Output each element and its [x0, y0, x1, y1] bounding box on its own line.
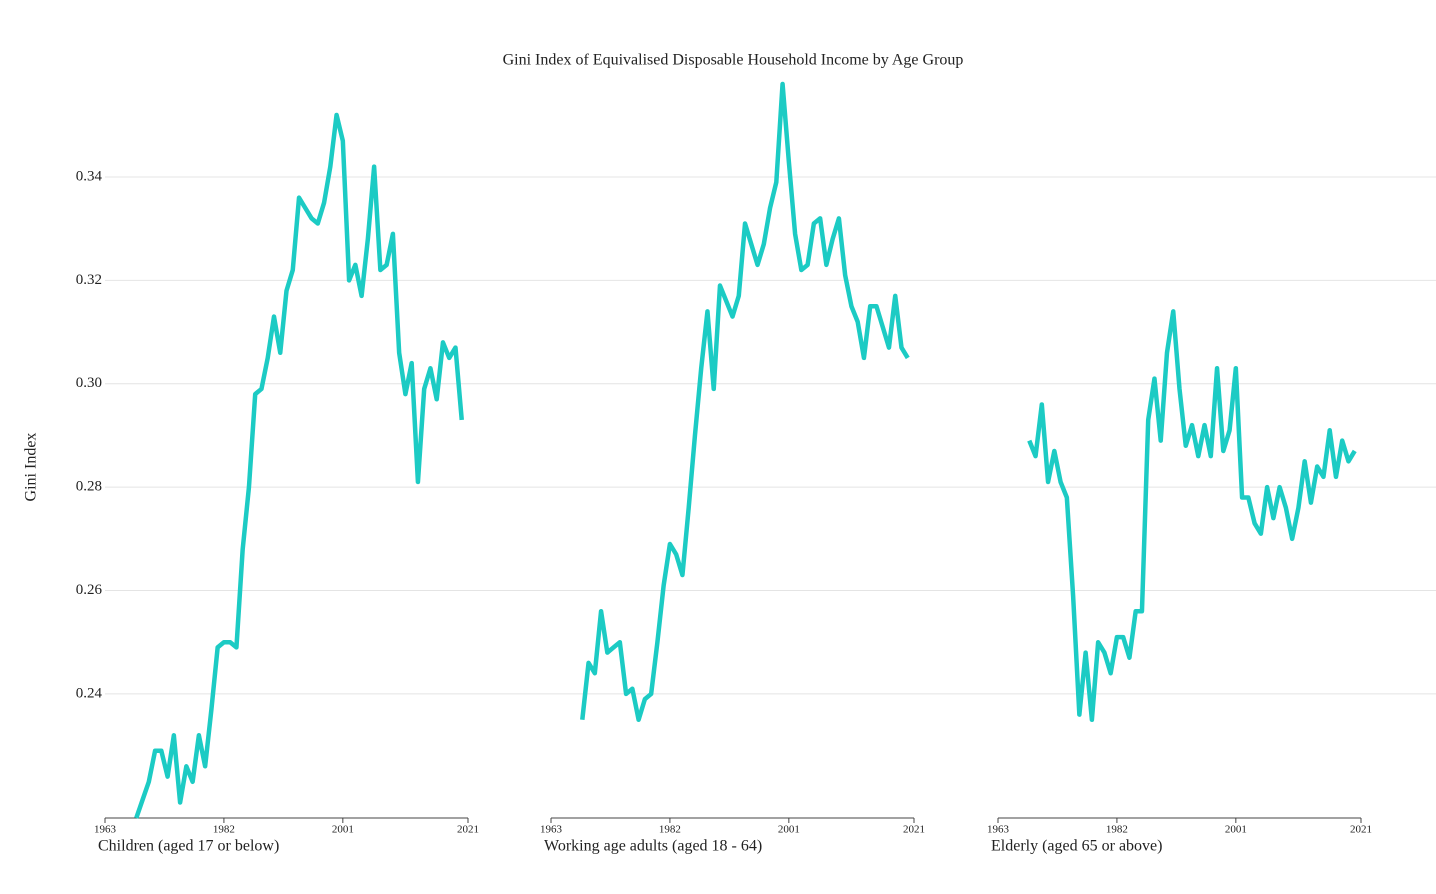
x-tick-label: 1963 [94, 824, 117, 836]
panel-label: Children (aged 17 or below) [98, 838, 279, 855]
x-tick-label: 2021 [457, 824, 479, 836]
y-tick-label: 0.26 [76, 582, 103, 598]
line-series [580, 81, 910, 723]
panel-label: Working age adults (aged 18 - 64) [544, 838, 762, 855]
x-tick-label: 1963 [987, 824, 1010, 836]
x-tick-label: 1982 [659, 824, 681, 836]
line-series [1027, 309, 1357, 723]
x-tick-label: 2021 [903, 824, 925, 836]
x-tick-label: 2001 [778, 824, 800, 836]
y-axis-label: Gini Index [23, 433, 40, 502]
y-tick-label: 0.30 [76, 375, 102, 391]
line-series [134, 112, 464, 819]
y-tick-label: 0.32 [76, 272, 102, 288]
x-tick-label: 1982 [1106, 824, 1128, 836]
panel-label: Elderly (aged 65 or above) [991, 838, 1162, 855]
y-tick-label: 0.24 [76, 685, 103, 701]
x-tick-label: 2001 [1225, 824, 1247, 836]
x-tick-label: 2001 [332, 824, 354, 836]
y-tick-label: 0.34 [76, 168, 103, 184]
x-tick-label: 2021 [1350, 824, 1372, 836]
chart-title: Gini Index of Equivalised Disposable Hou… [503, 52, 964, 69]
y-tick-label: 0.28 [76, 479, 102, 495]
x-tick-label: 1963 [540, 824, 563, 836]
x-tick-label: 1982 [213, 824, 235, 836]
